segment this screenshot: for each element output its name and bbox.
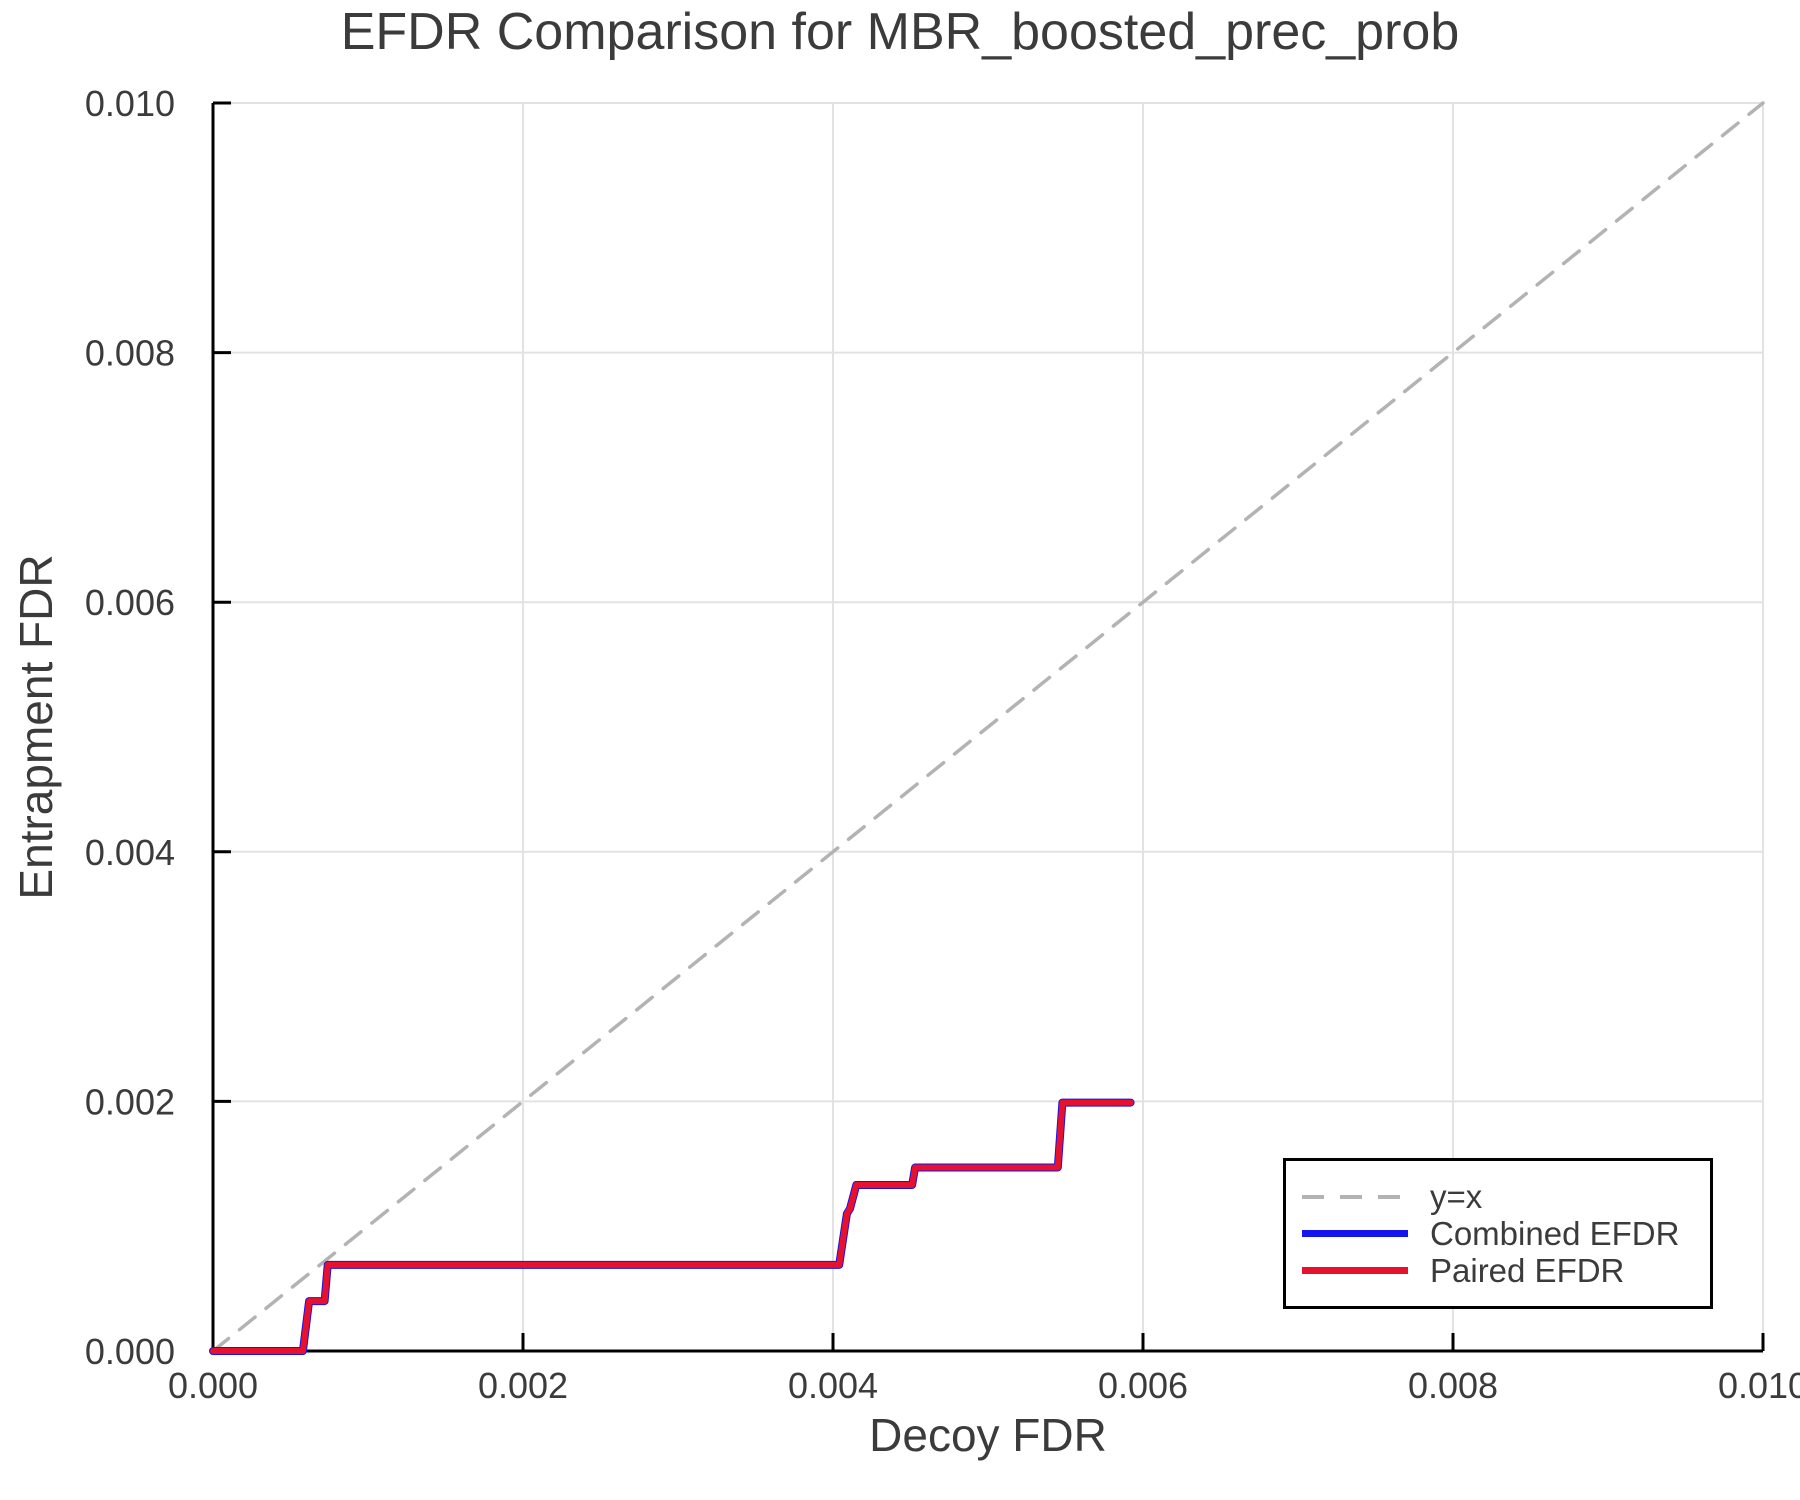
combined-efdr-line xyxy=(209,1098,1135,1355)
legend-item-paired-efdr: Paired EFDR xyxy=(1302,1252,1710,1289)
y-tick-label: 0.006 xyxy=(85,582,175,623)
red-line-swatch xyxy=(1302,1267,1408,1274)
x-tick-label: 0.000 xyxy=(168,1365,258,1406)
y-tick-label: 0.010 xyxy=(85,83,175,124)
y-tick-label: 0.008 xyxy=(85,333,175,374)
paired-efdr-line xyxy=(210,1099,1134,1354)
legend-item-combined-efdr: Combined EFDR xyxy=(1302,1215,1710,1252)
y-tick-label: 0.000 xyxy=(85,1331,175,1372)
y-tick-label: 0.002 xyxy=(85,1081,175,1122)
legend-item-yx: y=x xyxy=(1302,1178,1710,1215)
x-tick-labels: 0.000 0.002 0.004 0.006 0.008 0.010 xyxy=(168,1365,1800,1406)
y-tick-label: 0.004 xyxy=(85,832,175,873)
reference-line-y-equals-x xyxy=(211,101,1765,1353)
legend-label: y=x xyxy=(1430,1178,1483,1215)
y-tick-labels: 0.000 0.002 0.004 0.006 0.008 0.010 xyxy=(85,83,175,1372)
chart-title: EFDR Comparison for MBR_boosted_prec_pro… xyxy=(340,3,1460,61)
x-tick-label: 0.006 xyxy=(1098,1365,1188,1406)
x-axis-label: Decoy FDR xyxy=(869,1409,1107,1461)
x-tick-label: 0.004 xyxy=(788,1365,878,1406)
legend-label: Paired EFDR xyxy=(1430,1252,1625,1289)
y-axis-label: Entrapment FDR xyxy=(10,554,62,900)
x-tick-label: 0.002 xyxy=(478,1365,568,1406)
dashed-line-swatch xyxy=(1302,1194,1408,1199)
gridlines xyxy=(212,102,1764,1352)
data-series xyxy=(209,101,1765,1355)
legend-label: Combined EFDR xyxy=(1430,1215,1680,1252)
axes-spines xyxy=(211,103,1763,1353)
legend: y=x Combined EFDR Paired EFDR xyxy=(1283,1158,1713,1309)
x-tick-label: 0.008 xyxy=(1408,1365,1498,1406)
blue-line-swatch xyxy=(1302,1230,1408,1237)
x-tick-label: 0.010 xyxy=(1718,1365,1800,1406)
